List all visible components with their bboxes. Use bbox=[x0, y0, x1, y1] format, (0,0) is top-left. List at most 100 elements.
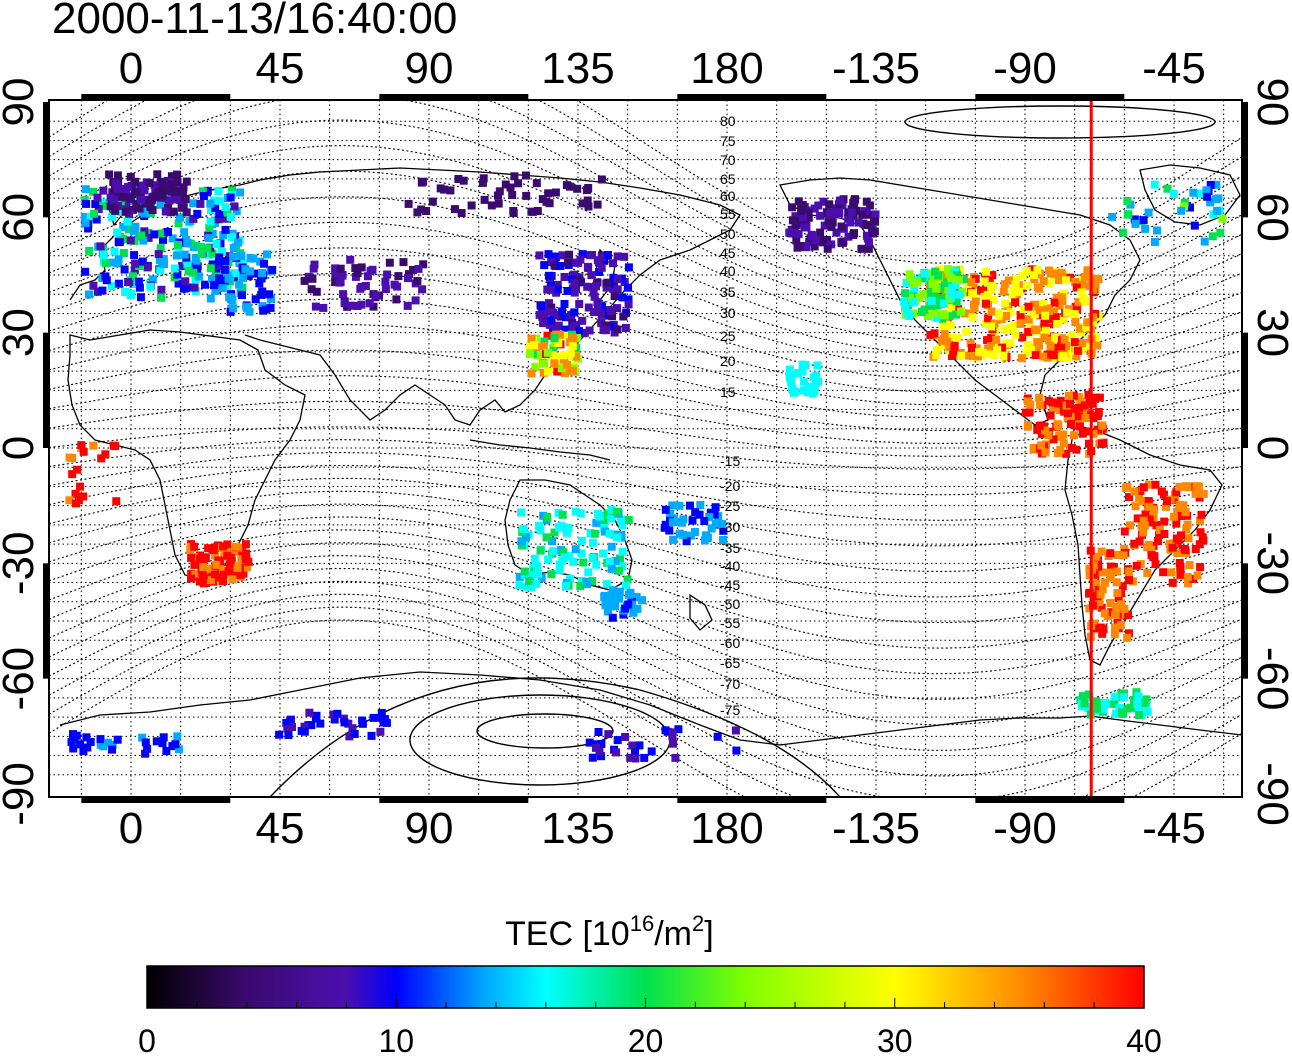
tec-cell bbox=[1062, 276, 1071, 285]
tec-cell bbox=[1059, 314, 1068, 323]
tec-cell bbox=[982, 267, 990, 276]
top-lon-tick-label: 90 bbox=[405, 44, 454, 93]
tec-cell bbox=[1098, 568, 1107, 577]
tec-cell bbox=[615, 594, 624, 603]
tec-cell bbox=[358, 719, 367, 728]
tec-cell bbox=[93, 193, 102, 202]
tec-cell bbox=[174, 279, 183, 288]
tec-cell bbox=[800, 223, 809, 232]
tec-cell bbox=[153, 170, 162, 179]
tec-cell bbox=[811, 236, 820, 245]
tec-cell bbox=[1048, 398, 1057, 407]
tec-cell bbox=[635, 741, 644, 750]
tec-cell bbox=[610, 596, 619, 605]
contour-line bbox=[49, 452, 1242, 521]
tec-cell bbox=[219, 231, 228, 240]
tec-cell bbox=[1095, 393, 1104, 402]
tec-cell bbox=[1130, 487, 1139, 496]
tec-cell bbox=[160, 260, 168, 269]
tec-cell bbox=[478, 178, 487, 187]
tec-cell bbox=[530, 341, 539, 350]
contour-label: 80 bbox=[720, 113, 736, 129]
tec-cell bbox=[96, 242, 105, 251]
tec-cell bbox=[588, 753, 597, 762]
bottom-lon-tick-label: 135 bbox=[541, 804, 614, 853]
tec-cell bbox=[798, 367, 807, 376]
tec-cell bbox=[229, 304, 238, 313]
tec-cell bbox=[985, 276, 994, 285]
frame-tick-bar bbox=[43, 332, 49, 448]
tec-cell bbox=[554, 508, 563, 517]
coast-africa bbox=[67, 329, 306, 581]
tec-cell bbox=[624, 600, 633, 609]
tec-cell bbox=[1149, 553, 1158, 562]
colorbar-tick-label: 20 bbox=[628, 1023, 664, 1057]
tec-cell bbox=[367, 731, 376, 740]
tec-cell bbox=[532, 579, 541, 588]
tec-cell bbox=[550, 359, 559, 368]
tec-cell bbox=[543, 513, 552, 521]
tec-cell bbox=[1040, 319, 1049, 328]
tec-cell bbox=[578, 536, 586, 545]
tec-cell bbox=[539, 368, 548, 377]
tec-cell bbox=[584, 303, 593, 312]
tec-cell bbox=[1089, 414, 1098, 422]
tec-cell bbox=[938, 283, 947, 292]
tec-cell bbox=[719, 536, 728, 544]
top-lon-tick-label: 135 bbox=[541, 44, 614, 93]
tec-cell bbox=[668, 728, 677, 737]
tec-cell bbox=[562, 582, 570, 591]
tec-cell bbox=[169, 207, 178, 216]
left-lat-tick-label: -60 bbox=[0, 647, 43, 711]
tec-cell bbox=[174, 219, 183, 228]
tec-cell bbox=[1169, 189, 1178, 198]
tec-cell bbox=[1141, 224, 1150, 233]
tec-cell bbox=[177, 199, 186, 208]
tec-cell bbox=[102, 276, 111, 285]
tec-cell bbox=[537, 301, 546, 310]
tec-cell bbox=[1046, 411, 1055, 420]
tec-cell bbox=[353, 302, 362, 310]
frame-tick-bar bbox=[379, 94, 529, 100]
tec-cell bbox=[1055, 276, 1063, 285]
tec-cell bbox=[971, 297, 980, 306]
tec-cell bbox=[1085, 571, 1094, 580]
tec-cell bbox=[1066, 404, 1075, 413]
tec-cell bbox=[1202, 186, 1211, 195]
tec-cell bbox=[568, 333, 577, 342]
tec-cell bbox=[161, 207, 170, 216]
tec-cell bbox=[707, 524, 716, 533]
tec-cell bbox=[828, 218, 837, 227]
contour-label: 50 bbox=[720, 226, 736, 242]
tec-cell bbox=[1079, 339, 1088, 348]
tec-cell bbox=[932, 351, 941, 360]
tec-cell bbox=[799, 377, 808, 386]
tec-cell bbox=[560, 355, 568, 364]
tec-cell bbox=[555, 560, 564, 569]
tec-cell bbox=[588, 538, 597, 547]
contour-label: 35 bbox=[720, 284, 736, 300]
tec-cell bbox=[1132, 561, 1141, 570]
tec-cell bbox=[1033, 266, 1042, 275]
tec-cell bbox=[546, 281, 555, 290]
tec-cell bbox=[549, 344, 558, 353]
tec-cell bbox=[1118, 582, 1127, 591]
tec-cell bbox=[1135, 711, 1144, 719]
tec-cell bbox=[113, 228, 121, 237]
tec-cell bbox=[902, 278, 911, 287]
tec-cell bbox=[85, 246, 94, 255]
tec-cell bbox=[180, 250, 189, 259]
tec-cell bbox=[197, 250, 206, 259]
tec-cell bbox=[114, 255, 123, 264]
tec-cell bbox=[158, 179, 167, 188]
tec-cell bbox=[669, 739, 677, 748]
tec-cell bbox=[611, 602, 619, 611]
tec-cell bbox=[81, 218, 90, 227]
tec-cell bbox=[1160, 517, 1169, 526]
contour-line bbox=[49, 247, 1242, 380]
tec-cell bbox=[597, 310, 606, 319]
tec-cell bbox=[178, 203, 187, 212]
tec-cell bbox=[988, 271, 997, 280]
tec-cell bbox=[84, 224, 93, 233]
tec-cell bbox=[1177, 206, 1186, 215]
